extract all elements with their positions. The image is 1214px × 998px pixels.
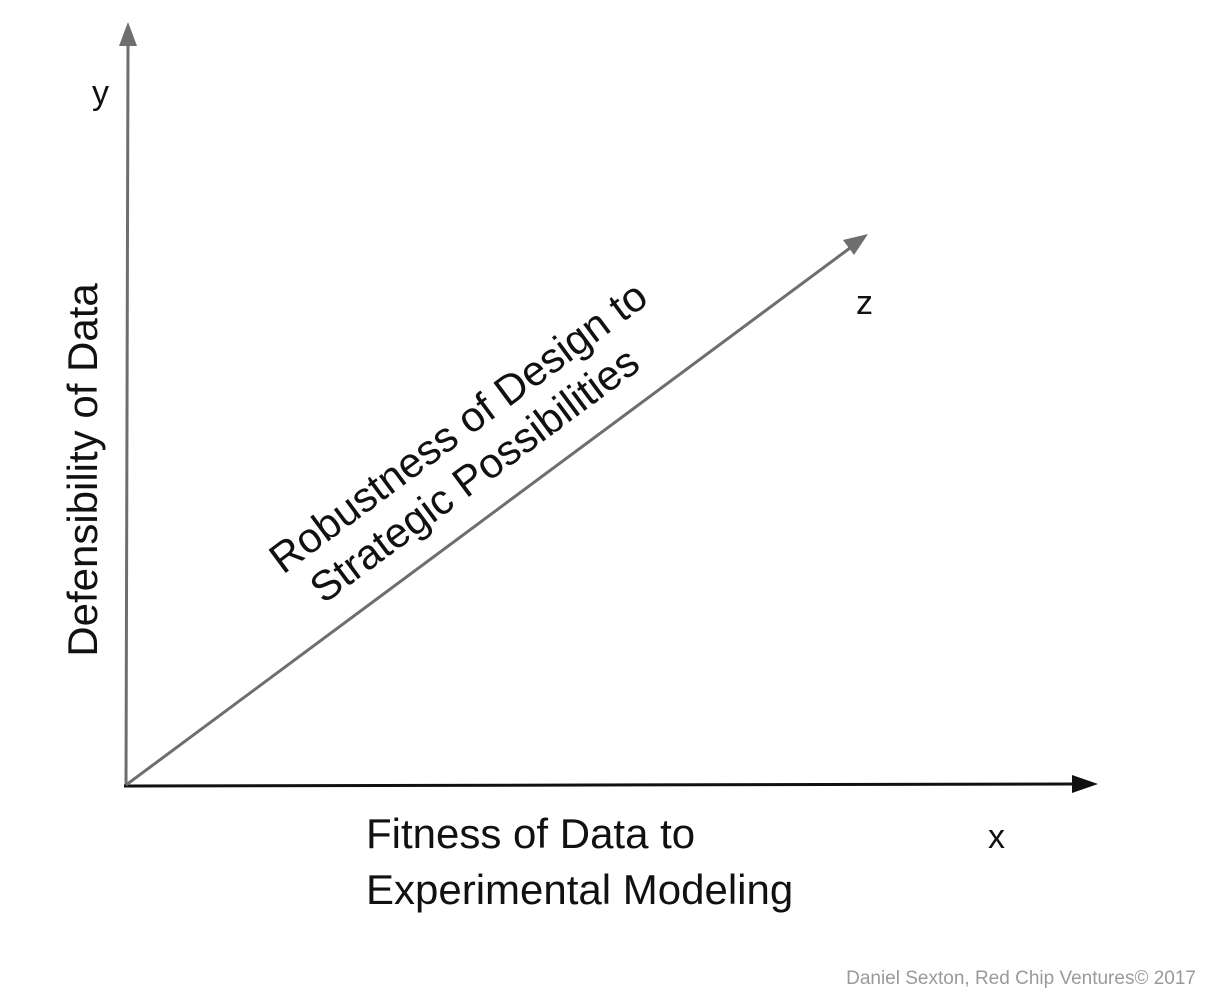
y-axis-arrowhead [119,22,137,46]
z-axis [125,234,868,787]
y-axis-label: Defensibility of Data [59,283,106,657]
z-axis-line [125,246,851,787]
x-axis-line [123,782,1073,788]
x-axis-letter: x [988,818,1005,856]
z-axis-label: Robustness of Design to Strategic Possib… [260,272,655,612]
x-axis-arrowhead [1072,775,1098,793]
z-axis-label-line1: Robustness of Design to [260,272,655,583]
y-axis-letter: y [92,74,109,112]
x-axis-label-line2: Experimental Modeling [366,866,793,913]
y-axis [119,22,137,787]
x-axis-label: Fitness of Data to Experimental Modeling [366,810,793,913]
z-axis-arrowhead [843,234,868,255]
x-axis-label-line1: Fitness of Data to [366,810,695,857]
copyright-credit: Daniel Sexton, Red Chip Ventures© 2017 [846,968,1196,989]
x-axis [123,775,1098,793]
y-axis-line [124,45,130,787]
z-axis-letter: z [856,284,873,322]
